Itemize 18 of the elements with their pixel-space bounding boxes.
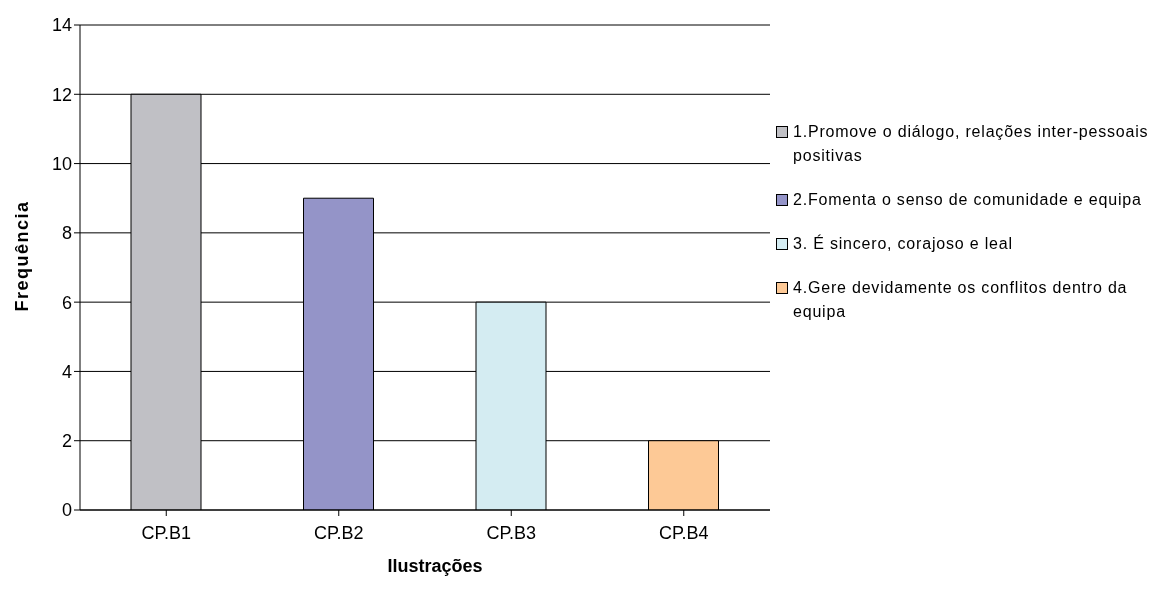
- x-axis-title: Ilustrações: [387, 555, 483, 577]
- y-tick-label: 4: [61, 361, 72, 382]
- y-tick-label: 12: [51, 84, 72, 105]
- y-tick-label: 10: [51, 153, 72, 174]
- y-tick-label: 14: [51, 15, 72, 36]
- x-tick-label: CP.B2: [313, 522, 364, 543]
- legend-label: 3. É sincero, corajoso e leal: [793, 233, 1013, 254]
- y-tick-label: 2: [61, 431, 72, 452]
- y-tick-label: 6: [61, 292, 72, 313]
- legend-label: 4.Gere devidamente os conflitos dentro da equipa: [793, 278, 1129, 322]
- legend-label: 2.Fomenta o senso de comunidade e equipa: [793, 190, 1142, 210]
- x-tick-label: CP.B4: [658, 522, 709, 543]
- x-tick-label: CP.B1: [141, 522, 192, 543]
- y-tick-label: 8: [61, 223, 72, 244]
- y-tick-label: 0: [61, 500, 72, 521]
- x-tick-label: CP.B3: [486, 522, 537, 543]
- y-axis-title: Frequência: [11, 200, 33, 312]
- legend-label: 1.Promove o diálogo, relações inter-pessoais positivas: [793, 122, 1150, 166]
